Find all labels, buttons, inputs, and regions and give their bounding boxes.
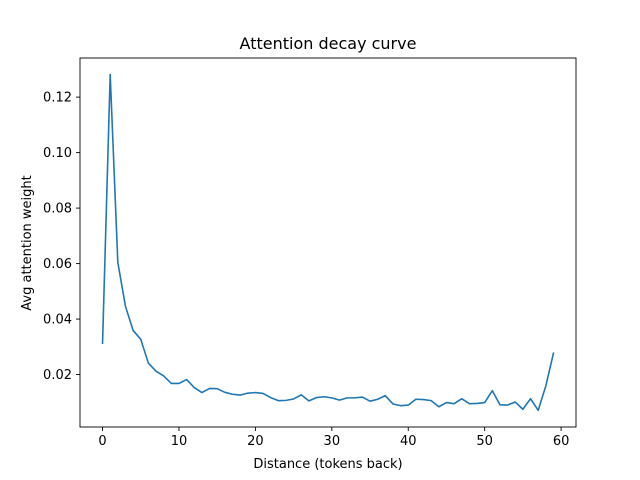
- x-tick-label: 20: [247, 434, 264, 449]
- y-tick-label: 0.12: [43, 91, 72, 106]
- plot-frame: [79, 57, 577, 428]
- y-tick-label: 0.08: [43, 202, 72, 217]
- series-line: [101, 73, 555, 412]
- x-tick-label: 40: [400, 434, 417, 449]
- x-tick-label: 30: [324, 434, 341, 449]
- y-tick-label: 0.10: [43, 146, 72, 161]
- x-tick-label: 60: [553, 434, 570, 449]
- y-axis-ticks: 0.02 0.04 0.06 0.08 0.10 0.12: [43, 91, 80, 383]
- y-tick-label: 0.04: [43, 313, 72, 328]
- y-axis-label: Avg attention weight: [20, 175, 35, 310]
- x-tick-label: 50: [476, 434, 493, 449]
- x-axis-label: Distance (tokens back): [253, 457, 402, 472]
- y-tick-label: 0.02: [43, 368, 72, 383]
- x-tick-label: 10: [171, 434, 188, 449]
- plot-area: [79, 57, 577, 428]
- x-axis-ticks: 0 10 20 30 40 50 60: [98, 427, 569, 449]
- y-tick-label: 0.06: [43, 257, 72, 272]
- chart-title: Attention decay curve: [240, 34, 417, 53]
- x-tick-label: 0: [98, 434, 106, 449]
